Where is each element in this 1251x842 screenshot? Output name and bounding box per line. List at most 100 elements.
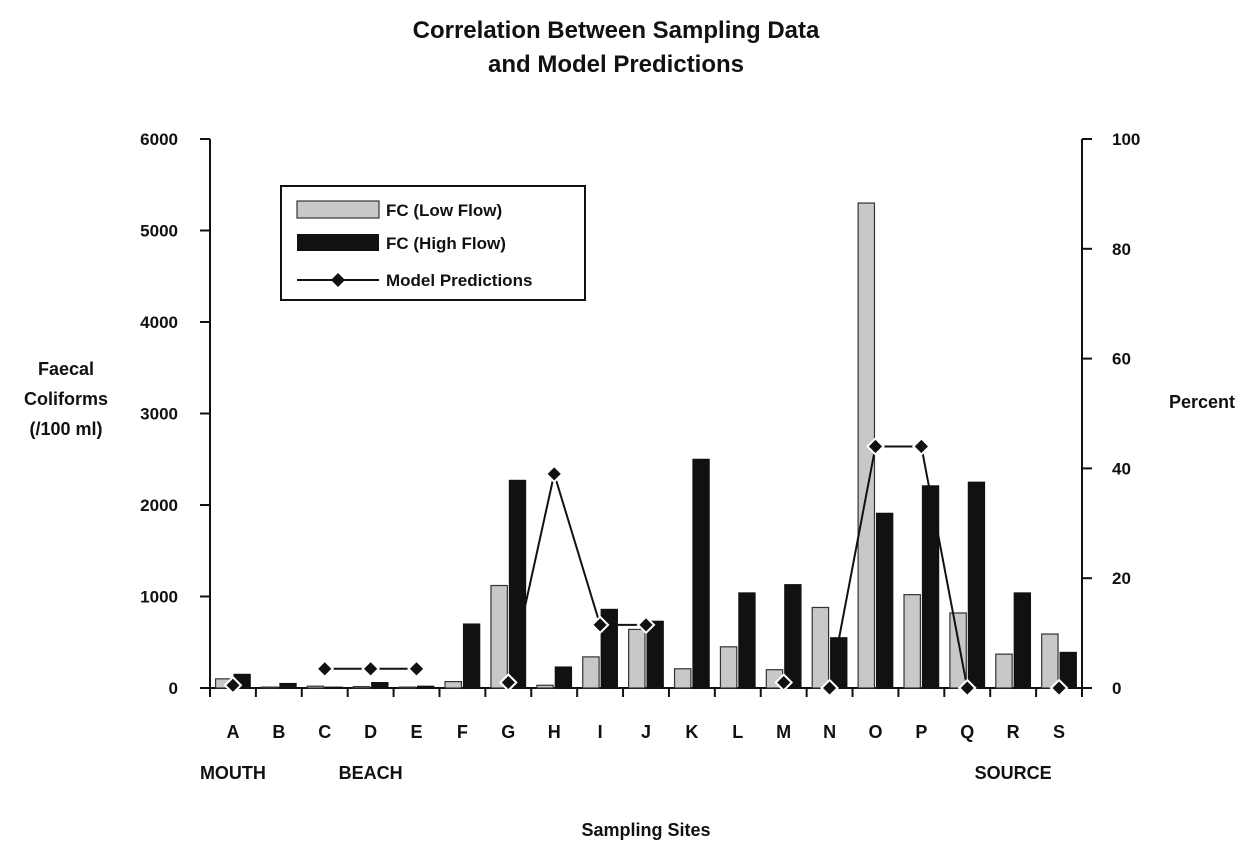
series-high-flow [233, 458, 1077, 689]
legend-swatch-high-flow [297, 234, 379, 251]
x-tick-label-G: G [501, 722, 515, 742]
y2-axis-label: Percent [1169, 392, 1235, 412]
bar-high-flow-M [784, 584, 802, 689]
region-label-mouth: MOUTH [200, 763, 266, 783]
legend-marker-model [331, 273, 345, 287]
series-low-flow [214, 202, 1059, 689]
y-axis-label-line-1: Faecal [38, 359, 94, 379]
bar-high-flow-K [692, 458, 710, 689]
region-label-source: SOURCE [975, 763, 1052, 783]
x-tick-label-B: B [272, 722, 285, 742]
bar-low-flow-G [490, 584, 508, 689]
x-tick-label-N: N [823, 722, 836, 742]
x-tick-label-K: K [685, 722, 698, 742]
bar-high-flow-H [554, 666, 573, 689]
model-point-A [223, 675, 243, 695]
bar-low-flow-P [903, 594, 921, 689]
x-tick-label-L: L [732, 722, 743, 742]
x-tick-label-R: R [1007, 722, 1020, 742]
x-tick-label-J: J [641, 722, 651, 742]
bar-low-flow-J [628, 628, 646, 689]
legend-swatch-low-flow [296, 200, 380, 219]
bar-low-flow-E [398, 686, 417, 689]
bar-low-flow-B [260, 686, 279, 689]
y-tick-label-5000: 5000 [140, 222, 178, 241]
x-tick-label-P: P [915, 722, 927, 742]
model-point-P [911, 437, 931, 456]
bar-high-flow-E [417, 685, 435, 689]
y2-tick-label-80: 80 [1112, 240, 1131, 259]
y-tick-label-1000: 1000 [140, 588, 178, 607]
y-tick-label-6000: 6000 [140, 130, 178, 149]
bar-low-flow-D [352, 686, 371, 689]
model-point-N [820, 678, 839, 698]
y-tick-label-0: 0 [169, 679, 178, 698]
bar-low-flow-C [306, 685, 325, 689]
y-axis-label-line-2: Coliforms [24, 389, 108, 409]
model-point-O [866, 437, 885, 456]
x-tick-label-S: S [1053, 722, 1065, 742]
x-tick-label-M: M [776, 722, 791, 742]
x-tick-label-Q: Q [960, 722, 974, 742]
model-point-S [1049, 678, 1069, 698]
y2-tick-label-0: 0 [1112, 679, 1121, 698]
bar-low-flow-F [444, 680, 463, 689]
y-tick-label-3000: 3000 [140, 405, 178, 424]
x-tick-label-C: C [318, 722, 331, 742]
legend-label-model: Model Predictions [386, 271, 532, 290]
bar-high-flow-R [1013, 592, 1032, 689]
bar-high-flow-N [830, 637, 848, 689]
model-point-H [544, 464, 564, 484]
bar-high-flow-Q [967, 481, 986, 689]
bar-low-flow-H [536, 684, 554, 689]
y-tick-label-2000: 2000 [140, 496, 178, 515]
x-tick-label-D: D [364, 722, 377, 742]
model-point-C [315, 659, 335, 679]
y2-tick-label-60: 60 [1112, 350, 1131, 369]
legend-label-high-flow: FC (High Flow) [386, 234, 506, 253]
chart-title-line-2: and Model Predictions [488, 51, 744, 78]
x-tick-label-F: F [457, 722, 468, 742]
model-line-segment-3 [507, 469, 646, 683]
bar-low-flow-Q [949, 612, 967, 689]
y-tick-label-4000: 4000 [140, 313, 178, 332]
x-axis-label: Sampling Sites [581, 820, 710, 840]
x-tick-label-E: E [411, 722, 423, 742]
model-point-J [636, 615, 656, 635]
bar-low-flow-R [995, 653, 1013, 689]
y-axis-label-line-3: (/100 ml) [29, 419, 102, 439]
bar-high-flow-D [371, 682, 389, 689]
bar-low-flow-K [673, 668, 692, 689]
bar-low-flow-L [719, 646, 738, 689]
region-label-beach: BEACH [339, 763, 403, 783]
y2-tick-label-100: 100 [1112, 130, 1140, 149]
legend: FC (Low Flow) FC (High Flow) Model Predict… [280, 185, 586, 301]
axis-labels: A B C D E F G H I J K L M N O P Q R S MOUTH BEACH SOURCE Sampl… [24, 359, 1235, 840]
y2-tick-label-40: 40 [1112, 459, 1131, 478]
model-point-M [774, 673, 794, 692]
bar-high-flow-B [279, 682, 297, 689]
bar-high-flow-P [921, 485, 940, 689]
chart-title: Correlation Between Sampling Data and Mod… [413, 17, 820, 78]
bar-high-flow-L [738, 592, 756, 689]
model-point-D [361, 659, 381, 679]
bar-high-flow-O [875, 512, 894, 689]
x-tick-label-A: A [226, 722, 239, 742]
model-point-I [590, 615, 610, 635]
x-tick-label-O: O [868, 722, 882, 742]
x-tick-label-I: I [598, 722, 603, 742]
bar-low-flow-S [1041, 633, 1059, 689]
bar-low-flow-N [811, 606, 830, 689]
chart-title-line-1: Correlation Between Sampling Data [413, 17, 820, 44]
bar-low-flow-I [582, 656, 600, 689]
legend-label-low-flow: FC (Low Flow) [386, 201, 502, 220]
series-model-predictions [223, 437, 1069, 698]
bar-high-flow-F [462, 623, 481, 689]
model-line-segment-5 [828, 445, 969, 689]
model-point-Q [957, 678, 977, 698]
model-point-E [407, 659, 426, 679]
model-point-G [498, 673, 518, 692]
x-tick-label-H: H [548, 722, 561, 742]
bar-high-flow-C [325, 686, 343, 689]
